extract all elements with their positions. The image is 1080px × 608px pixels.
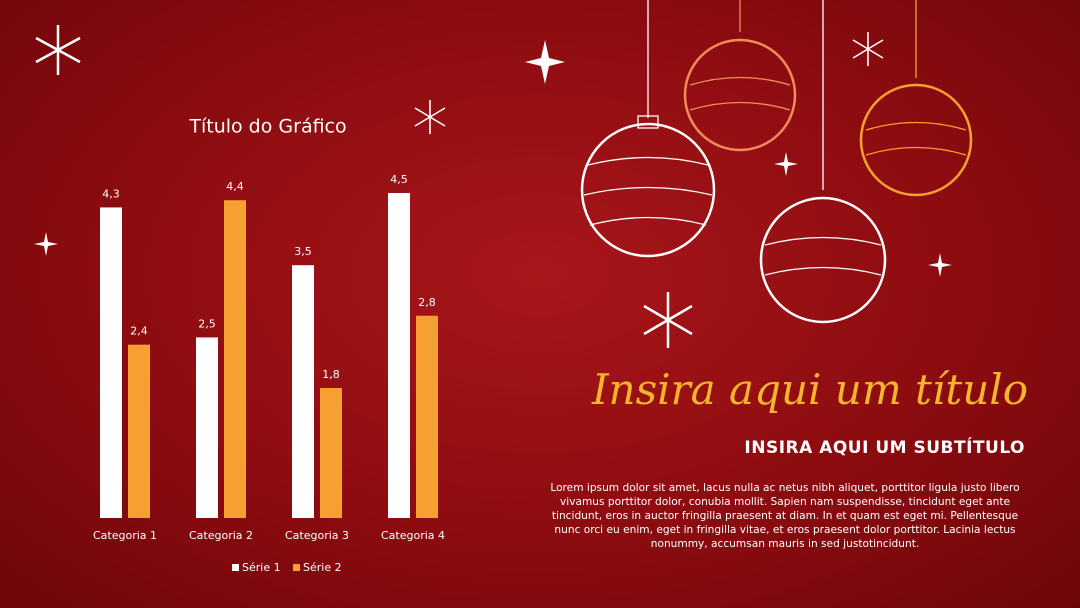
bar xyxy=(416,315,438,518)
data-label: 2,8 xyxy=(418,296,436,309)
data-label: 4,5 xyxy=(390,173,408,186)
stars xyxy=(34,40,952,277)
x-tick-label: Categoria 4 xyxy=(381,529,445,542)
slide-subtitle: INSIRA AQUI UM SUBTÍTULO xyxy=(744,438,1025,458)
data-label: 3,5 xyxy=(294,245,312,258)
data-label: 4,3 xyxy=(102,187,120,200)
slide-body: Lorem ipsum dolor sit amet, lacus nulla … xyxy=(550,482,1020,550)
bar xyxy=(128,344,150,518)
legend-label: Série 1 xyxy=(242,561,281,574)
bar xyxy=(196,337,218,518)
bar xyxy=(224,200,246,518)
bar xyxy=(388,193,410,518)
data-label: 2,5 xyxy=(198,317,216,330)
snowflakes xyxy=(35,25,884,348)
x-tick-label: Categoria 2 xyxy=(189,529,253,542)
bar xyxy=(100,207,122,518)
bar xyxy=(292,265,314,518)
legend-label: Série 2 xyxy=(303,561,342,574)
chart-title: Título do Gráfico xyxy=(188,116,346,138)
data-label: 2,4 xyxy=(130,325,148,338)
bar xyxy=(320,388,342,518)
legend-swatch xyxy=(232,564,239,571)
legend-swatch xyxy=(293,564,300,571)
x-tick-label: Categoria 1 xyxy=(93,529,157,542)
x-tick-label: Categoria 3 xyxy=(285,529,349,542)
data-label: 1,8 xyxy=(322,368,340,381)
data-label: 4,4 xyxy=(226,180,244,193)
ornaments xyxy=(580,0,973,324)
slide-title: Insira aqui um título xyxy=(591,365,1028,414)
